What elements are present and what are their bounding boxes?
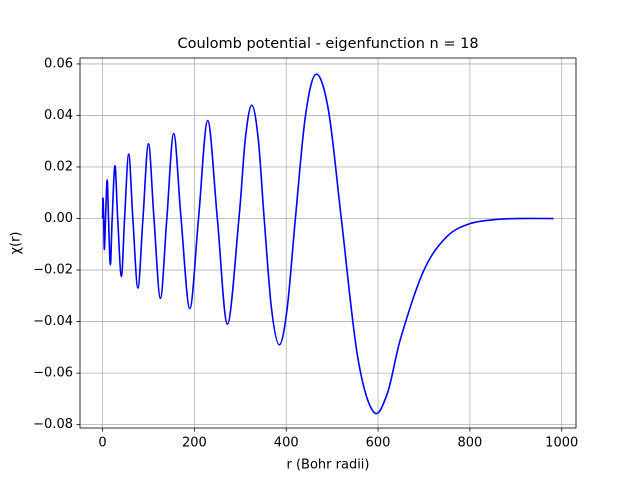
x-tick-label: 800 xyxy=(457,436,482,451)
chart-title: Coulomb potential - eigenfunction n = 18 xyxy=(177,36,478,52)
plot-frame xyxy=(79,57,577,429)
x-tick-label: 200 xyxy=(182,436,207,451)
x-axis-label: r (Bohr radii) xyxy=(287,458,370,473)
x-tick-label: 600 xyxy=(366,436,391,451)
y-tick-label: 0.02 xyxy=(44,159,73,174)
y-axis-label: χ(r) xyxy=(9,232,24,255)
x-tick-label: 1000 xyxy=(545,436,578,451)
y-tick-label: 0.06 xyxy=(44,56,73,71)
y-tick-label: −0.06 xyxy=(33,366,73,381)
y-tick-label: 0.04 xyxy=(44,108,73,123)
y-tick-label: −0.02 xyxy=(33,263,73,278)
x-tick-label: 0 xyxy=(98,436,106,451)
y-tick-label: −0.04 xyxy=(33,314,73,329)
x-tick-label: 400 xyxy=(274,436,299,451)
y-tick-label: 0.00 xyxy=(44,211,73,226)
data-line xyxy=(101,73,554,415)
y-tick-label: −0.08 xyxy=(33,417,73,432)
